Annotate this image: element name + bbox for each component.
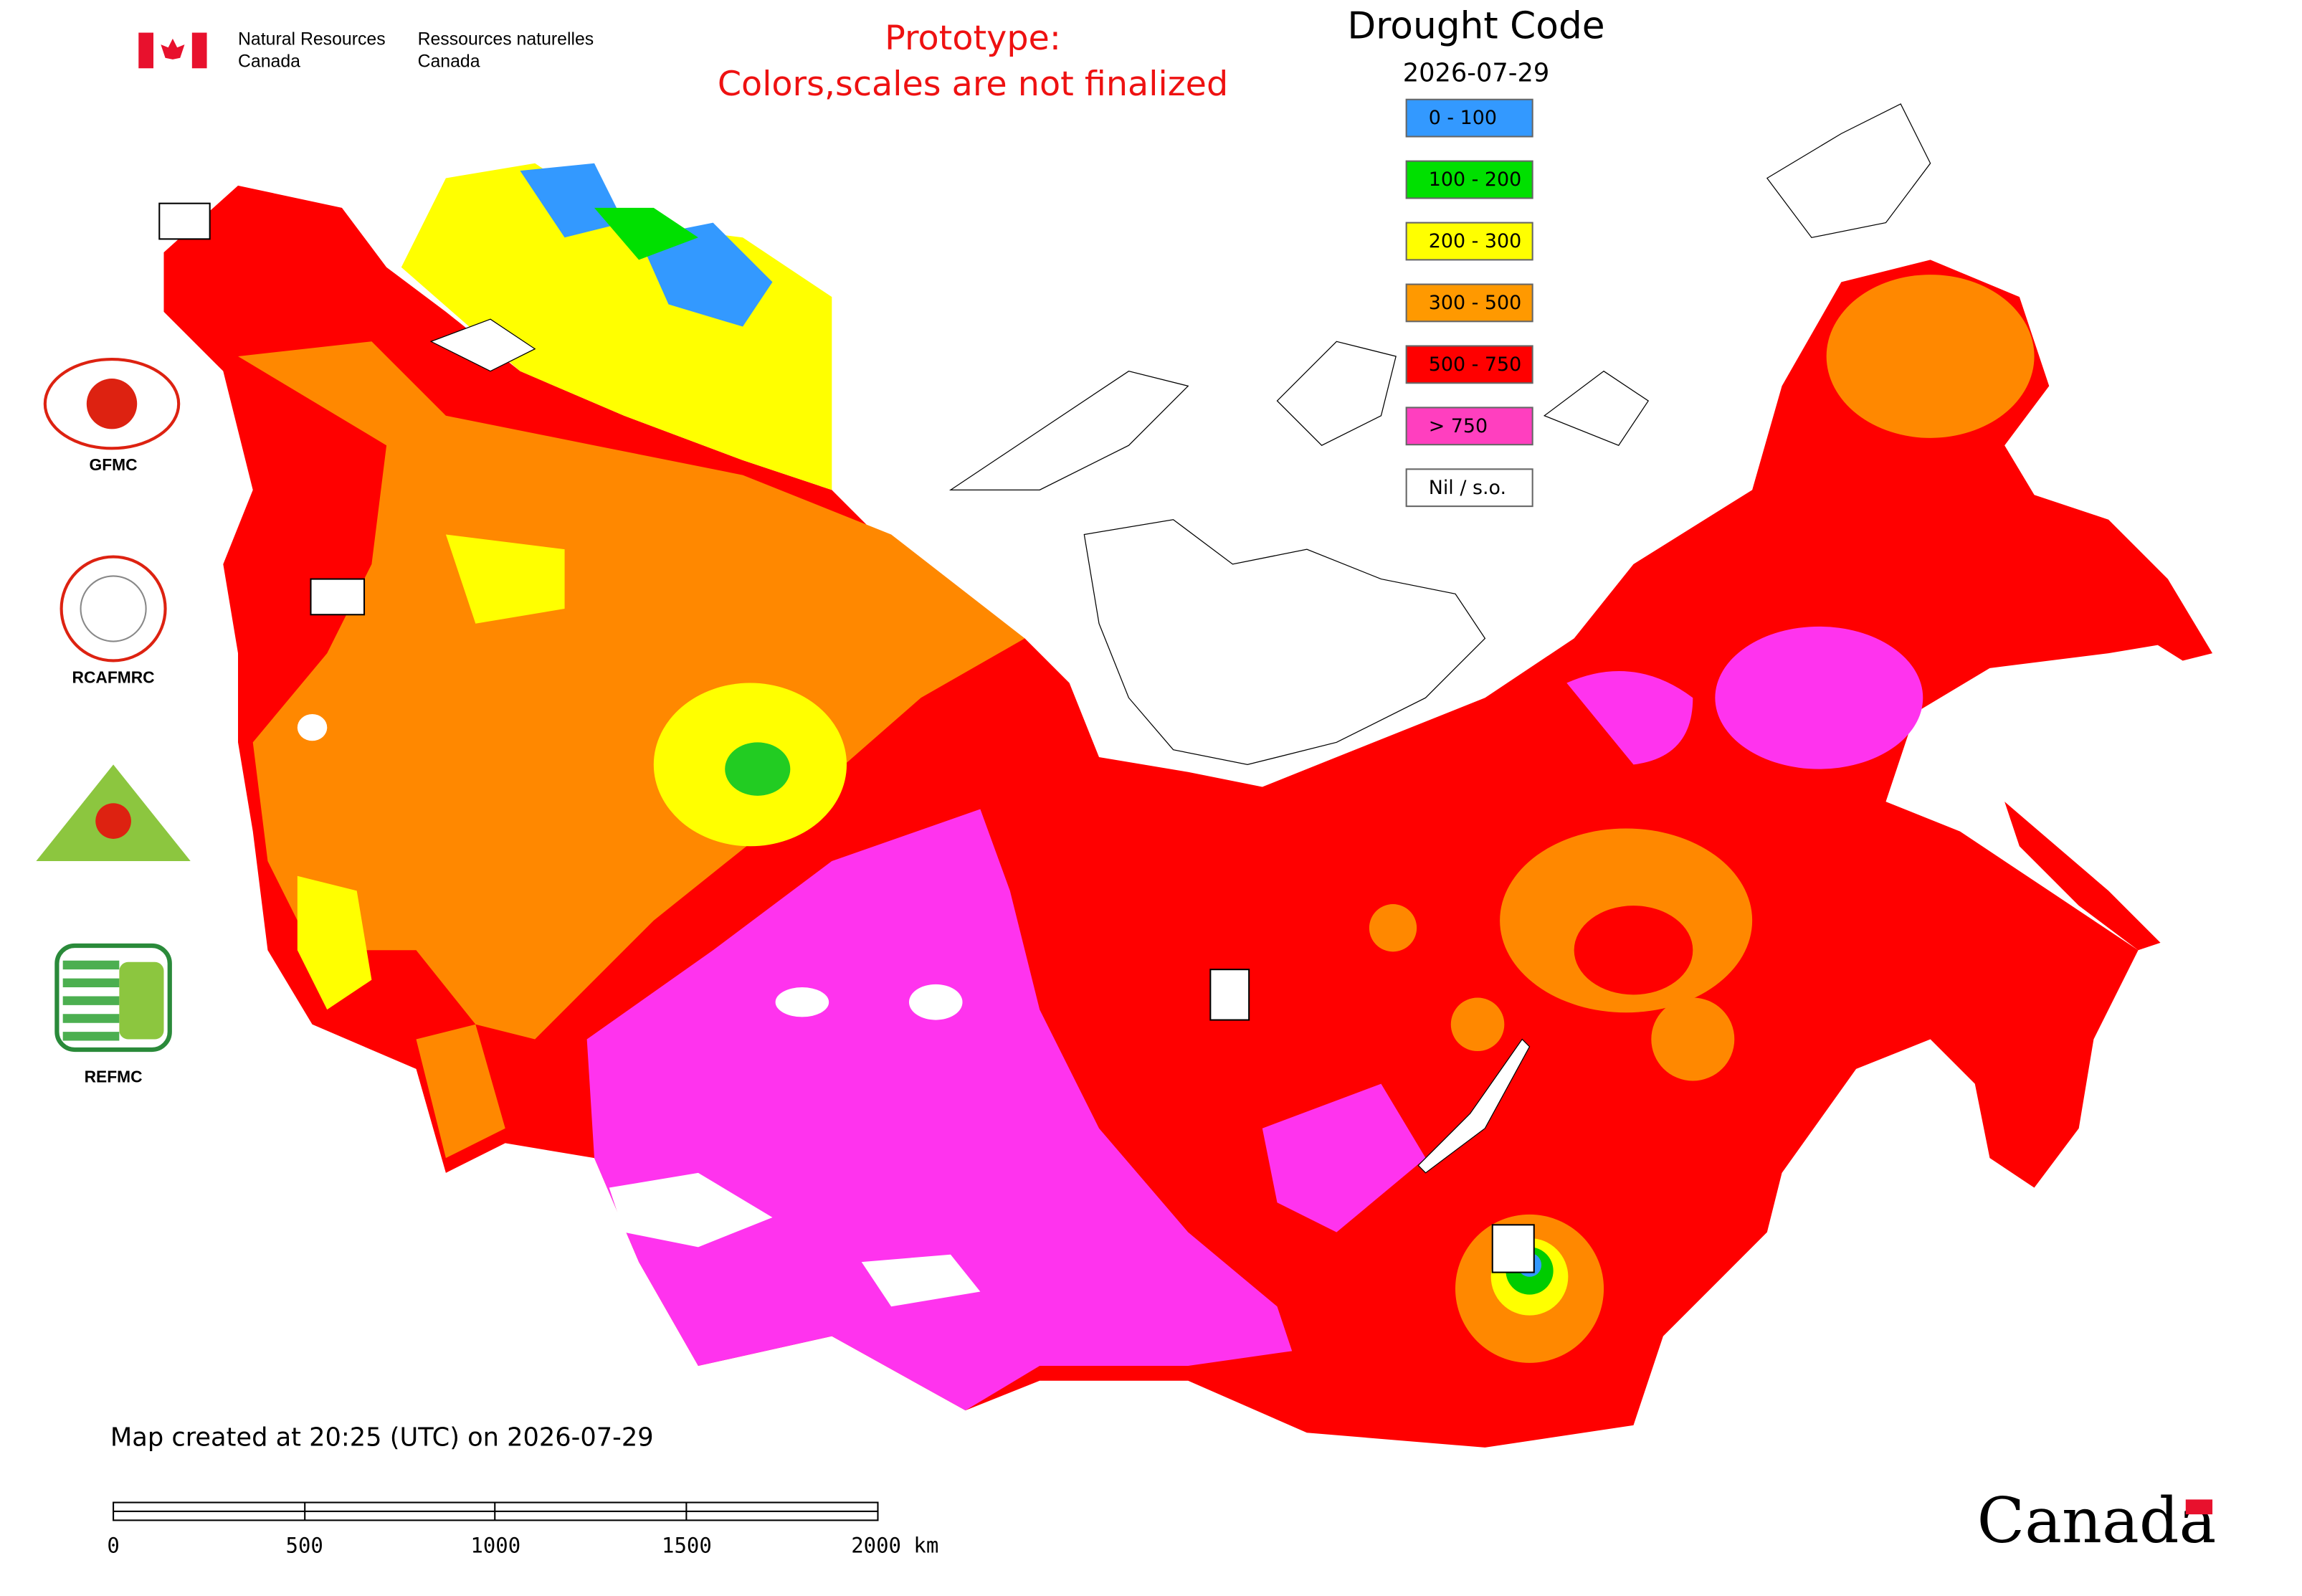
scale-label: 500 xyxy=(286,1534,323,1558)
legend-title: Drought Code xyxy=(1347,4,1604,47)
region-orange-spot xyxy=(1450,997,1505,1052)
logo-label: RCAFMRC xyxy=(72,668,155,686)
logo-label: REFMC xyxy=(85,1067,143,1086)
nil-area xyxy=(609,1172,773,1248)
legend-swatch xyxy=(1405,407,1533,446)
island xyxy=(1543,370,1650,446)
scale-label: 2000 km xyxy=(851,1534,938,1558)
legend-label: > 750 xyxy=(1429,415,1488,437)
region-orange-sw xyxy=(416,1024,505,1159)
notice: Colors,scales are not finalized xyxy=(718,65,1228,104)
legend-label: 0 - 100 xyxy=(1429,107,1497,129)
dept-fr: Canada xyxy=(418,52,480,72)
scale-label: 0 xyxy=(107,1534,119,1558)
region-blue-north xyxy=(520,163,624,238)
region-blue-kola xyxy=(639,222,773,327)
legend-swatch xyxy=(1405,160,1533,199)
region-orange-spot xyxy=(1651,997,1735,1081)
legend-swatch xyxy=(1405,468,1533,508)
legend-swatch xyxy=(1405,283,1533,323)
legend: 0 - 100 100 - 200 200 - 300 300 - 500 500 - … xyxy=(1405,98,1533,508)
scale-labels: 0 500 1000 1500 2000 km xyxy=(107,1534,938,1558)
map-marker xyxy=(158,202,211,240)
dept-en: Canada xyxy=(238,52,300,72)
nil-area xyxy=(775,987,829,1017)
dept-fr: Ressources naturelles xyxy=(418,29,594,49)
sakhalin xyxy=(2004,802,2161,951)
scale-label: 1000 xyxy=(470,1534,520,1558)
region-orange-chukotka xyxy=(1826,275,2035,438)
logo-refmc xyxy=(54,943,172,1053)
region-yellow-south xyxy=(297,875,372,1010)
legend-label: Nil / s.o. xyxy=(1429,477,1506,499)
kamchatka xyxy=(2019,490,2213,661)
canada-flag xyxy=(138,32,207,69)
region-magenta-lake xyxy=(1262,1083,1426,1232)
logo-label: GFMC xyxy=(90,455,138,474)
lake-caspian xyxy=(908,984,963,1020)
nil-area xyxy=(297,714,328,741)
dept-en: Natural Resources xyxy=(238,29,386,49)
map-marker xyxy=(1209,969,1250,1021)
island xyxy=(1276,341,1397,446)
region-magenta-north xyxy=(1566,670,1693,765)
logo-reefmc xyxy=(36,764,191,862)
logo-rcafmrc xyxy=(60,555,167,662)
legend-swatch xyxy=(1405,222,1533,261)
lake-baikal xyxy=(1417,1038,1531,1174)
region-green-volga xyxy=(725,742,791,796)
scale-bar xyxy=(113,1501,879,1521)
map-marker xyxy=(1491,1224,1535,1273)
island xyxy=(948,371,1189,490)
legend-swatch xyxy=(1405,345,1533,384)
scale-label: 1500 xyxy=(662,1534,712,1558)
region-magenta xyxy=(586,809,1293,1411)
island xyxy=(1766,103,1931,238)
notice: Prototype: xyxy=(885,19,1061,58)
canada-wordmark: Canada xyxy=(1977,1484,2217,1557)
legend-label: 100 - 200 xyxy=(1429,168,1522,191)
region-yellow-baltic xyxy=(445,534,565,624)
island xyxy=(429,318,536,372)
region-orange-east2 xyxy=(1574,906,1693,995)
legend-date: 2026-07-29 xyxy=(1403,59,1550,88)
logo-gfmc xyxy=(43,358,181,450)
legend-label: 300 - 500 xyxy=(1429,292,1522,314)
wordmark-flag xyxy=(2185,1499,2213,1515)
peninsula xyxy=(1083,519,1486,766)
created-note: Map created at 20:25 (UTC) on 2026-07-29 xyxy=(110,1423,654,1453)
legend-label: 500 - 750 xyxy=(1429,353,1522,376)
region-magenta-east xyxy=(1715,626,1923,769)
region-orange-spot xyxy=(1369,904,1417,952)
map-marker xyxy=(310,578,366,616)
nil-area xyxy=(861,1254,981,1307)
legend-label: 200 - 300 xyxy=(1429,230,1522,252)
region-green-north xyxy=(594,207,698,260)
region-orange-west xyxy=(238,341,1025,1040)
legend-swatch xyxy=(1405,98,1533,138)
